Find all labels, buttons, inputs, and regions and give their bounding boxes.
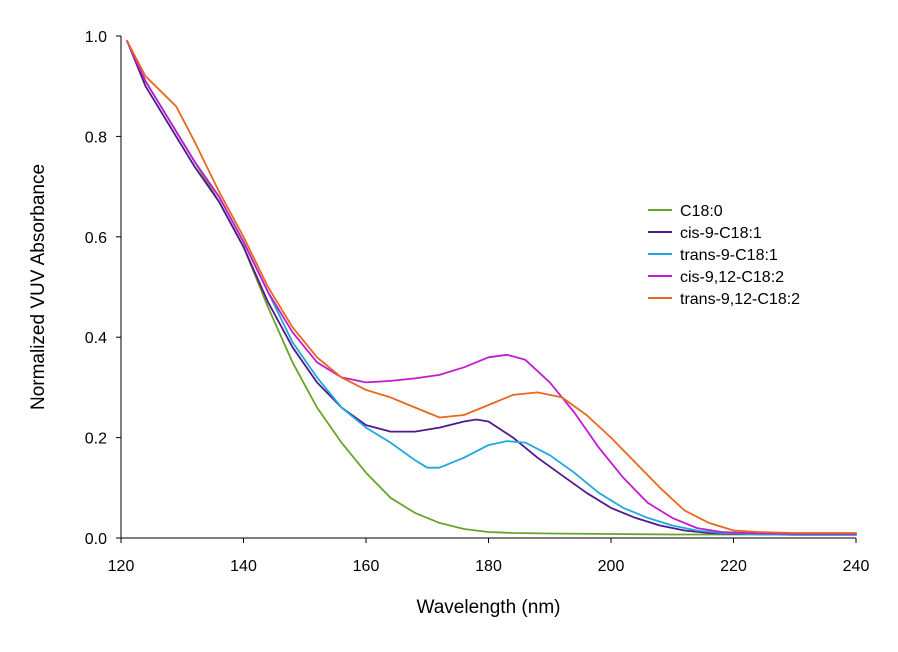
y-axis-title: Normalized VUV Absorbance (28, 164, 49, 410)
y-tick-label: 0.2 (85, 431, 107, 448)
x-tick-label: 220 (720, 558, 747, 575)
y-tick-label: 0.8 (85, 129, 107, 146)
x-tick-label: 120 (108, 558, 135, 575)
x-tick-label: 160 (353, 558, 380, 575)
series-line (126, 40, 857, 536)
tick-labels: 120 140 160 180 200 220 240 0.0 0.2 0.4 0.6 0.8 1.0 (85, 29, 870, 575)
x-tick-label: 240 (843, 558, 870, 575)
x-axis-title: Wavelength (nm) (417, 597, 561, 618)
y-tick-label: 0.0 (85, 531, 107, 548)
series-line (126, 40, 857, 536)
series-line (126, 40, 857, 536)
y-tick-label: 0.4 (85, 330, 107, 347)
legend-label: trans-9-C18:1 (680, 247, 778, 264)
series-line (126, 40, 857, 535)
y-tick-label: 1.0 (85, 29, 107, 46)
series-layer (126, 40, 857, 536)
y-tick-label: 0.6 (85, 230, 107, 247)
series-line (126, 40, 857, 534)
legend-label: cis-9,12-C18:2 (680, 269, 784, 286)
x-tick-label: 200 (598, 558, 625, 575)
axes (116, 35, 857, 543)
legend-label: C18:0 (680, 203, 723, 220)
legend-label: trans-9,12-C18:2 (680, 291, 800, 308)
legend: C18:0 cis-9-C18:1 trans-9-C18:1 cis-9,12-C1… (648, 203, 800, 308)
x-tick-label: 140 (230, 558, 257, 575)
legend-label: cis-9-C18:1 (680, 225, 762, 242)
x-tick-label: 180 (475, 558, 502, 575)
